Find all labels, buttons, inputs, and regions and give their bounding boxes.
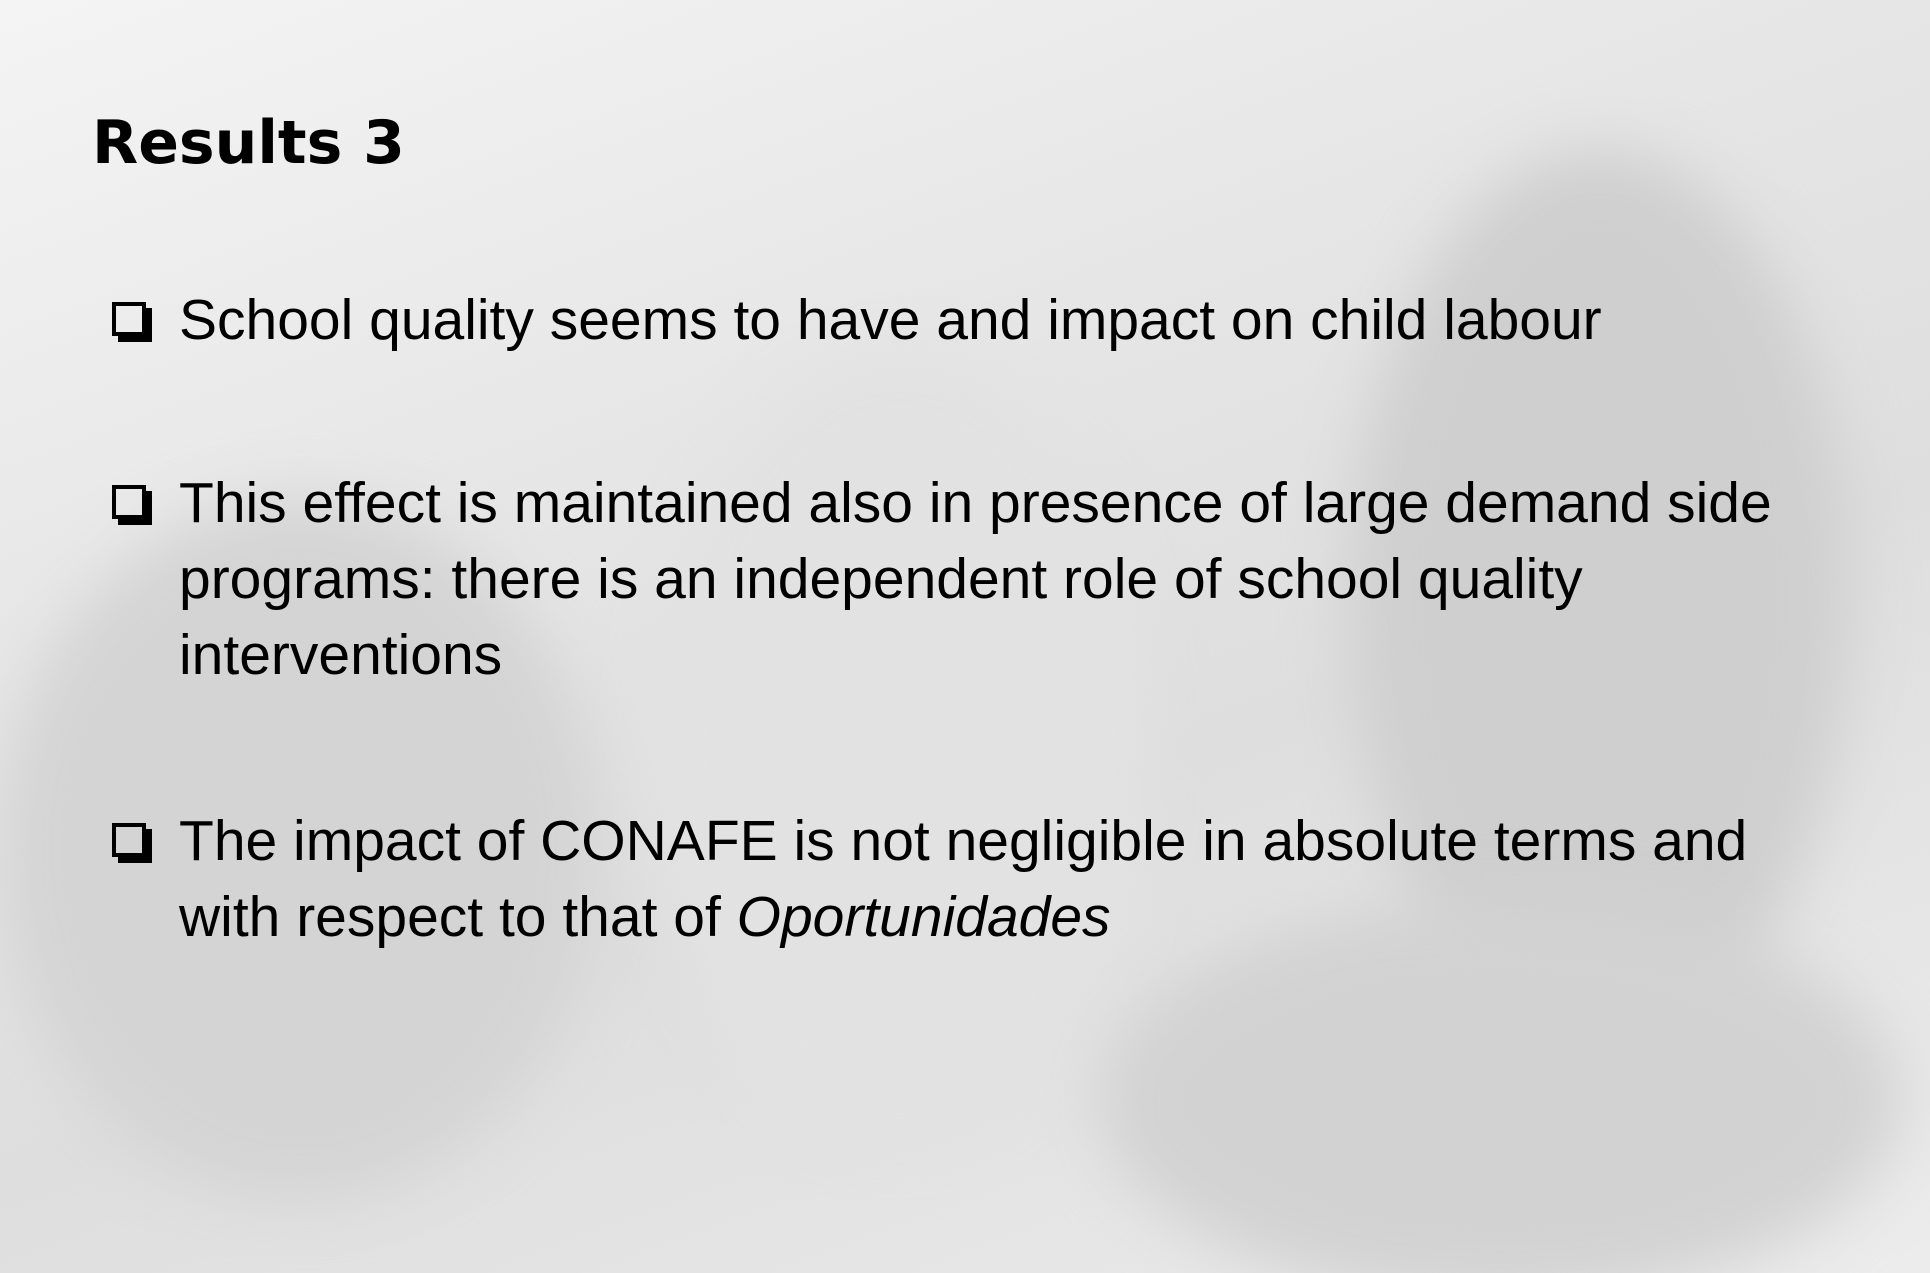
slide: Results 3 School quality seems to have a… [0,0,1930,1273]
bullet: School quality seems to have and impact … [112,282,1812,358]
text-run: School quality seems to have and impact … [179,288,1602,352]
page: Results 3 School quality seems to have a… [0,0,1930,1273]
text-run-italic: Oportunidades [737,885,1111,949]
checkbox-bullet [112,485,146,519]
background-shade [1100,900,1900,1273]
bullet-text: The impact of CONAFE is not negligible i… [179,803,1784,955]
slide-title: Results 3 [92,108,405,178]
bullet-text: This effect is maintained also in presen… [179,465,1784,693]
bullet-text: School quality seems to have and impact … [179,282,1784,358]
text-run: This effect is maintained also in presen… [179,471,1772,687]
bullet: The impact of CONAFE is not negligible i… [112,803,1812,955]
bullet: This effect is maintained also in presen… [112,465,1812,693]
checkbox-bullet [112,823,146,857]
checkbox-bullet [112,302,146,336]
